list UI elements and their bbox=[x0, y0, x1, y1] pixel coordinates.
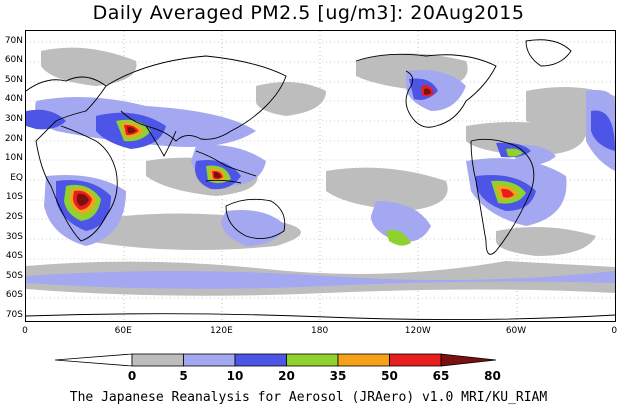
pm25-hazardous-areas bbox=[76, 88, 431, 206]
colorbar-segment bbox=[55, 353, 133, 367]
colorbar-level-label: 5 bbox=[179, 369, 188, 383]
lon-tick-label: 0 bbox=[611, 326, 617, 336]
colorbar-level-label: 0 bbox=[127, 369, 137, 383]
lon-tick-label: 60W bbox=[505, 326, 527, 336]
pm25-map bbox=[25, 30, 616, 322]
colorbar-segment bbox=[440, 353, 497, 367]
colorbar-segment bbox=[183, 353, 236, 367]
lat-tick-label: 30N bbox=[4, 113, 23, 124]
colorbar bbox=[55, 353, 497, 367]
coastlines bbox=[26, 39, 615, 321]
lat-tick-label: 30S bbox=[5, 231, 23, 242]
lat-tick-label: EQ bbox=[10, 172, 23, 183]
lat-tick-label: 50S bbox=[5, 270, 23, 281]
lat-tick-label: 10N bbox=[4, 153, 23, 164]
lat-tick-label: 70N bbox=[4, 35, 23, 46]
colorbar-segment bbox=[389, 353, 442, 367]
pm25-field bbox=[26, 31, 615, 321]
colorbar-level-label: 20 bbox=[278, 369, 295, 383]
colorbar-segment bbox=[286, 353, 339, 367]
colorbar-level-label: 35 bbox=[329, 369, 347, 383]
lat-tick-label: 50N bbox=[4, 74, 23, 85]
colorbar-segment bbox=[234, 353, 287, 367]
data-credit: The Japanese Reanalysis for Aerosol (JRA… bbox=[69, 390, 548, 405]
colorbar-segment bbox=[131, 353, 184, 367]
lat-tick-label: 10S bbox=[5, 192, 23, 203]
colorbar-level-label: 65 bbox=[432, 369, 450, 383]
lon-tick-label: 120W bbox=[404, 326, 431, 336]
lat-tick-label: 70S bbox=[5, 309, 23, 320]
lat-tick-label: 40S bbox=[5, 251, 23, 262]
lon-tick-label: 120E bbox=[209, 326, 233, 336]
lon-tick-label: 0 bbox=[22, 326, 28, 336]
map-title: Daily Averaged PM2.5 [ug/m3]: 20Aug2015 bbox=[92, 2, 525, 24]
colorbar-segment bbox=[337, 353, 390, 367]
lat-tick-label: 60S bbox=[5, 290, 23, 301]
lon-tick-label: 60E bbox=[114, 326, 132, 336]
colorbar-level-label: 80 bbox=[484, 369, 501, 383]
lon-tick-label: 180 bbox=[311, 326, 329, 336]
colorbar-level-label: 50 bbox=[381, 369, 398, 383]
lat-tick-label: 20N bbox=[4, 133, 23, 144]
lat-tick-label: 40N bbox=[4, 94, 23, 105]
lat-tick-label: 60N bbox=[4, 55, 23, 66]
lat-tick-label: 20S bbox=[5, 211, 23, 222]
colorbar-level-label: 10 bbox=[226, 369, 244, 383]
